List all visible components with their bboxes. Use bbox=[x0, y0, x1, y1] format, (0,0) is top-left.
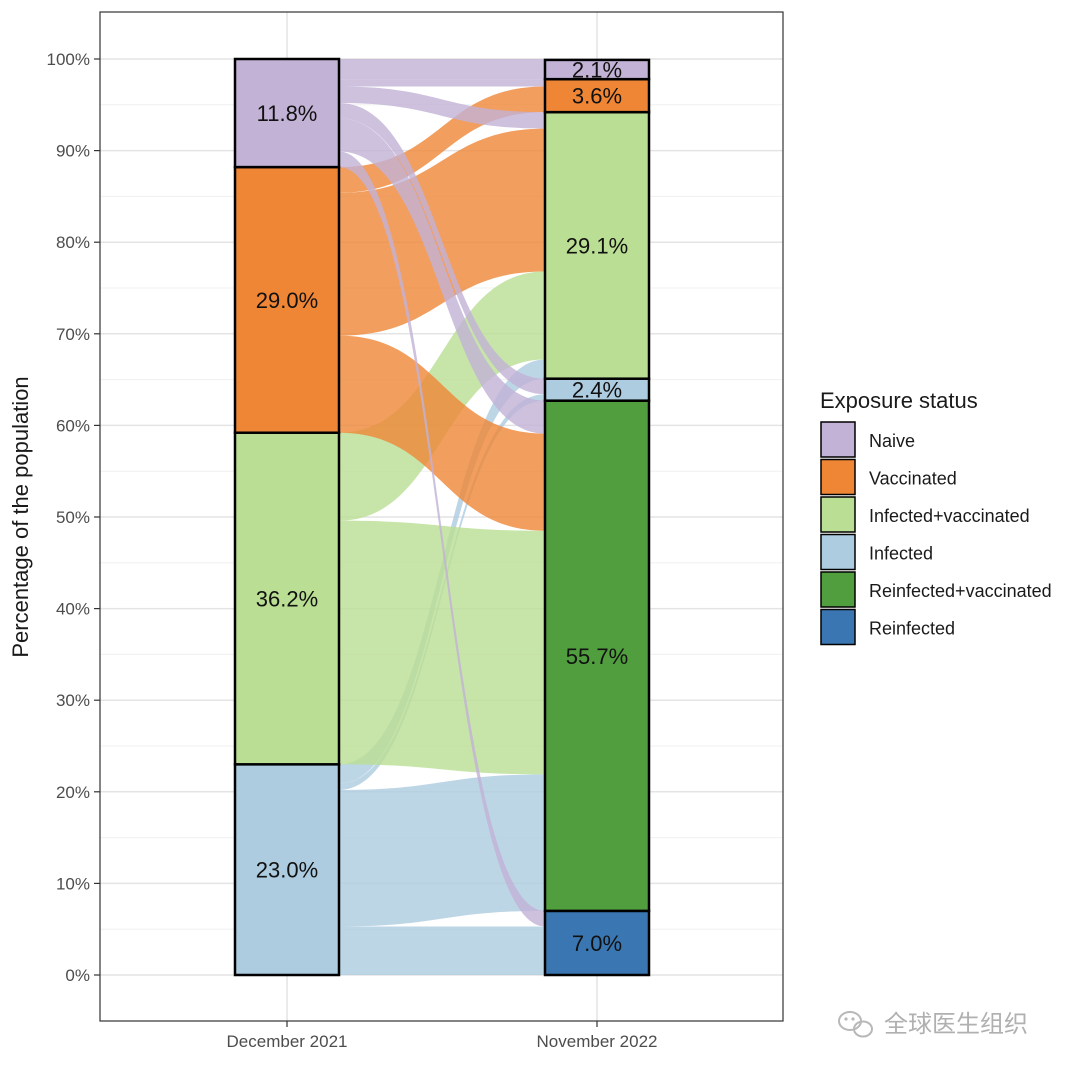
legend-title: Exposure status bbox=[820, 388, 978, 413]
wechat-icon bbox=[838, 1011, 873, 1038]
flow-naive-to-naive bbox=[339, 59, 545, 80]
legend-label: Infected+vaccinated bbox=[869, 506, 1030, 526]
stratum-label: 55.7% bbox=[566, 644, 628, 669]
flow-vaccinated-to-reinfected-vaccinated bbox=[339, 335, 545, 531]
stratum-label: 29.1% bbox=[566, 233, 628, 258]
x-tick-label: December 2021 bbox=[227, 1032, 348, 1051]
flow-infected-vaccinated-to-reinfected-vaccinated bbox=[339, 520, 545, 775]
stratum-label: 36.2% bbox=[256, 587, 318, 612]
flow-naive-to-infected bbox=[339, 102, 545, 395]
axes: 0% 10% 20% 30% 40% 50% 60% 70% 80% 90% 100% Decembe… bbox=[47, 11, 784, 1051]
legend-swatch bbox=[820, 421, 856, 458]
legend-label: Reinfected bbox=[869, 619, 955, 639]
stratum-vaccinated bbox=[233, 165, 341, 434]
stratum-label: 3.6% bbox=[572, 84, 622, 109]
stratum-label: 11.8% bbox=[257, 101, 318, 126]
x-tick-label: November 2022 bbox=[537, 1032, 658, 1051]
y-tick-label: 30% bbox=[56, 691, 90, 710]
stratum-label: 7.0% bbox=[572, 931, 622, 956]
legend-swatch bbox=[820, 458, 856, 496]
y-tick-label: 90% bbox=[56, 142, 90, 161]
stratum-label: 29.0% bbox=[256, 288, 318, 313]
y-tick-label: 10% bbox=[56, 874, 90, 893]
flow-ribbons bbox=[339, 59, 545, 975]
stratum-label: 2.1% bbox=[572, 58, 622, 83]
y-axis-title: Percentage of the population bbox=[8, 376, 33, 657]
stratum-naive bbox=[543, 58, 651, 81]
flow-naive-to-vaccinated bbox=[339, 79, 545, 87]
stratum-reinfected bbox=[543, 909, 651, 977]
legend-swatch bbox=[820, 571, 856, 608]
y-tick-label: 50% bbox=[56, 508, 90, 527]
y-tick-label: 40% bbox=[56, 600, 90, 619]
watermark: 全球医生组织 bbox=[838, 1010, 1028, 1038]
legend-label: Infected bbox=[869, 544, 933, 564]
flow-naive-to-reinfected-vaccinated bbox=[339, 118, 545, 434]
stratum-label: 23.0% bbox=[256, 858, 318, 883]
stratum-infected-vaccinated bbox=[233, 431, 341, 766]
legend-swatch bbox=[820, 533, 856, 571]
legend: Exposure status Naive Vaccinated Infected+… bbox=[820, 388, 1052, 646]
y-tick-label: 20% bbox=[56, 783, 90, 802]
stratum-reinfected-vaccinated bbox=[543, 399, 651, 913]
flow-vaccinated-to-infected-vaccinated bbox=[339, 128, 545, 336]
flow-naive-to-reinfected bbox=[339, 151, 545, 927]
stratum-label: 2.4% bbox=[572, 378, 622, 403]
legend-swatch bbox=[820, 608, 856, 646]
stratum-naive bbox=[233, 57, 341, 169]
strata-bars: 23.0% 36.2% 29.0% 11.8% 7.0% 55.7% 2.4% 29.1% 3.… bbox=[233, 57, 651, 977]
legend-label: Vaccinated bbox=[869, 469, 957, 489]
y-tick-label: 0% bbox=[65, 966, 90, 985]
y-tick-label: 80% bbox=[56, 233, 90, 252]
legend-label: Reinfected+vaccinated bbox=[869, 581, 1052, 601]
flow-naive-to-infected-vaccinated bbox=[339, 86, 545, 129]
legend-label: Naive bbox=[869, 431, 915, 451]
flow-infected-to-reinfected-vaccinated bbox=[339, 774, 545, 927]
y-tick-label: 100% bbox=[47, 50, 90, 69]
legend-swatch bbox=[820, 496, 856, 533]
watermark-text: 全球医生组织 bbox=[884, 1010, 1028, 1038]
y-tick-label: 60% bbox=[56, 416, 90, 435]
flow-infected-to-reinfected bbox=[339, 926, 545, 975]
y-tick-label: 70% bbox=[56, 325, 90, 344]
